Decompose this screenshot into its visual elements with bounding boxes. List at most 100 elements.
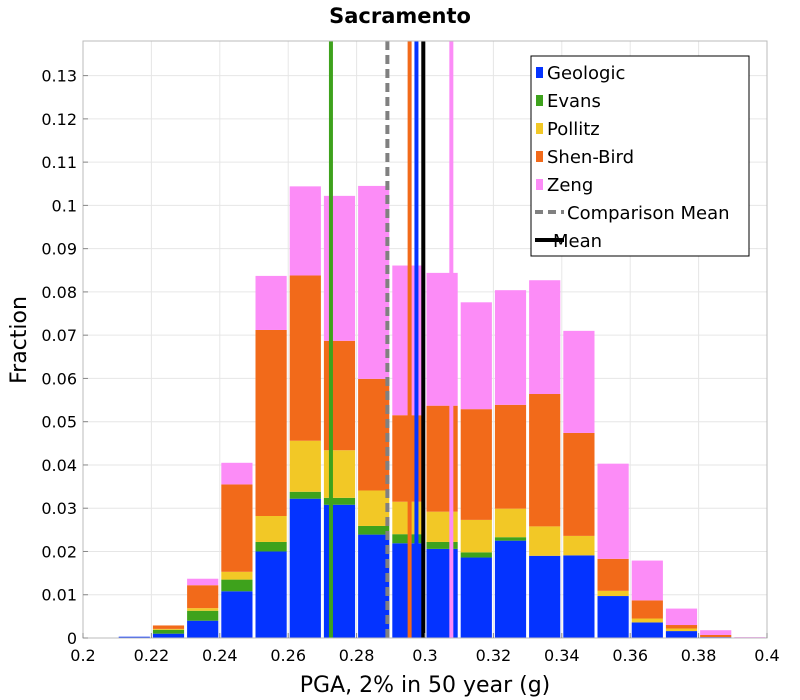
bar-pollitz [187, 608, 219, 611]
y-tick-label: 0.04 [41, 456, 77, 475]
bar-evans [221, 579, 253, 592]
axes: 0 0.01 0.02 0.03 0.04 0.05 0.06 0.07 0.08 0.09 0.1… [41, 67, 779, 665]
bar-pollitz [529, 526, 561, 556]
bar-zeng [221, 462, 253, 485]
y-tick-label: 0.12 [41, 110, 77, 129]
bar-pollitz [152, 628, 185, 630]
bar-zeng [631, 560, 663, 601]
legend-label-comparison-mean: Comparison Mean [567, 203, 730, 224]
bar-pollitz [358, 490, 390, 526]
bar-pollitz [460, 519, 492, 553]
chart-title: Sacramento [329, 4, 471, 28]
y-axis-label: Fraction [7, 296, 32, 384]
bar-geologic [289, 498, 321, 638]
legend-label-evans: Evans [547, 91, 601, 112]
legend-label-shen-bird: Shen-Bird [547, 147, 634, 168]
legend-box [530, 55, 750, 257]
bar-evans [426, 541, 458, 549]
bar-shen-bird [460, 409, 492, 520]
y-tick-label: 0.02 [41, 542, 77, 561]
bar-geologic [494, 540, 527, 638]
bar-evans [358, 525, 390, 535]
bar-shen-bird [700, 634, 732, 638]
x-tick-label: 0.32 [476, 646, 512, 665]
bar-shen-bird [289, 275, 321, 441]
bar-geologic [597, 596, 629, 638]
bar-pollitz [289, 440, 321, 492]
bar-geologic [460, 557, 492, 638]
bar-shen-bird [631, 600, 663, 619]
bar-shen-bird [187, 585, 219, 609]
bar-geologic [152, 633, 185, 638]
legend: Geologic Evans Pollitz Shen-Bird Zeng Compari… [530, 55, 750, 257]
legend-swatch-evans [536, 95, 543, 106]
y-tick-label: 0.09 [41, 240, 77, 259]
y-tick-label: 0.07 [41, 326, 77, 345]
y-tick-label: 0.13 [41, 67, 77, 86]
y-tick-label: 0.06 [41, 369, 77, 388]
x-tick-label: 0.36 [612, 646, 648, 665]
legend-swatch-zeng [536, 179, 543, 190]
bar-geologic [323, 504, 356, 638]
bar-shen-bird [529, 394, 561, 527]
y-tick-label: 0.05 [41, 413, 77, 432]
x-tick-label: 0.38 [681, 646, 717, 665]
bar-zeng [358, 185, 390, 379]
x-tick-label: 0.24 [202, 646, 238, 665]
x-tick-label: 0.4 [754, 646, 779, 665]
x-tick-label: 0.22 [134, 646, 170, 665]
bar-geologic [665, 631, 698, 638]
bar-shen-bird [358, 378, 390, 491]
bar-pollitz [255, 516, 287, 542]
bar-zeng [665, 608, 698, 626]
y-tick-label: 0 [67, 629, 77, 648]
bar-evans [255, 541, 287, 552]
bar-evans [289, 491, 321, 499]
bar-geologic [631, 622, 663, 638]
y-tick-label: 0.03 [41, 499, 77, 518]
legend-swatch-geologic [536, 67, 543, 78]
legend-label-mean: Mean [553, 231, 602, 252]
bar-zeng [289, 186, 321, 276]
bar-evans [152, 629, 185, 634]
bar-geologic [187, 620, 219, 638]
bar-zeng [187, 578, 219, 586]
bar-shen-bird [323, 340, 356, 451]
mean-lines [328, 41, 454, 638]
y-tick-label: 0.01 [41, 586, 77, 605]
bar-geologic [529, 555, 561, 638]
y-tick-label: 0.11 [41, 153, 77, 172]
bar-zeng [460, 302, 492, 410]
y-tick-label: 0.1 [52, 196, 77, 215]
bar-shen-bird [152, 625, 185, 629]
bar-geologic [221, 591, 253, 638]
legend-label-zeng: Zeng [547, 175, 593, 196]
bar-shen-bird [665, 625, 698, 629]
bars [118, 185, 766, 638]
bar-geologic [118, 636, 150, 638]
bar-shen-bird [494, 404, 527, 509]
x-tick-label: 0.2 [70, 646, 95, 665]
bar-pollitz [665, 628, 698, 632]
bar-pollitz [631, 618, 663, 623]
legend-label-geologic: Geologic [547, 63, 625, 84]
y-tick-label: 0.08 [41, 283, 77, 302]
legend-swatch-shen-bird [536, 151, 543, 162]
bar-zeng [255, 275, 287, 330]
bar-pollitz [494, 508, 527, 538]
bar-shen-bird [563, 432, 595, 536]
x-tick-label: 0.28 [339, 646, 375, 665]
x-tick-label: 0.26 [270, 646, 306, 665]
bar-geologic [255, 551, 287, 638]
legend-swatch-pollitz [536, 123, 543, 134]
x-axis-label: PGA, 2% in 50 year (g) [300, 673, 551, 698]
bar-evans [460, 552, 492, 558]
bar-zeng [529, 280, 561, 395]
bar-pollitz [597, 590, 629, 597]
bar-zeng [323, 195, 356, 341]
bar-zeng [700, 630, 732, 635]
legend-label-pollitz: Pollitz [547, 119, 600, 140]
bar-evans [323, 497, 356, 505]
bar-shen-bird [597, 558, 629, 591]
